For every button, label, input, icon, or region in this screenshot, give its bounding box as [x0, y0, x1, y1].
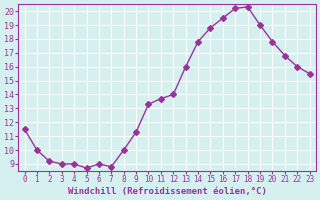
- X-axis label: Windchill (Refroidissement éolien,°C): Windchill (Refroidissement éolien,°C): [68, 187, 267, 196]
